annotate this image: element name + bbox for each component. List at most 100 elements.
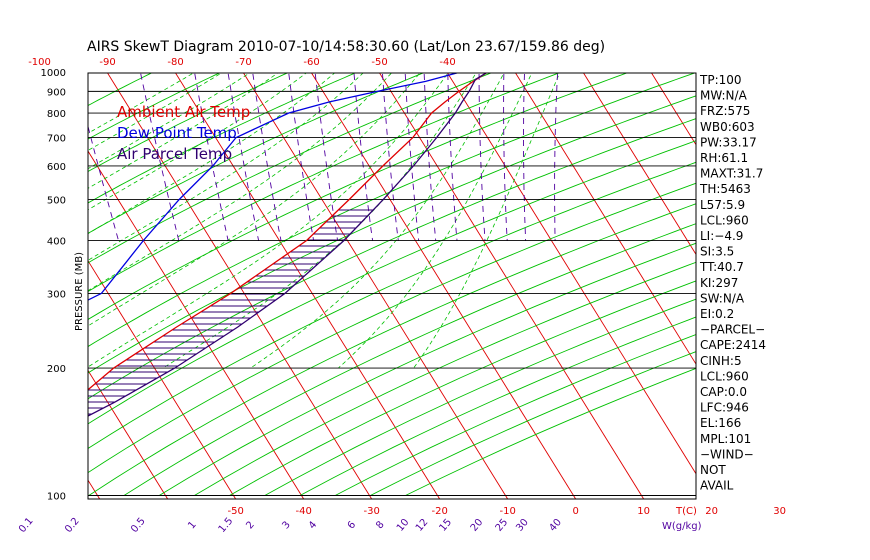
pressure-tick-label: 400 — [47, 237, 66, 248]
mixing-ratio-line — [503, 73, 508, 241]
plot-border — [87, 72, 697, 500]
bottom-temperature-tick-label: 10 — [637, 506, 650, 517]
mixing-ratio-line — [523, 73, 527, 241]
stability-index: −WIND− — [700, 447, 754, 461]
stability-index: TH:5463 — [699, 182, 751, 196]
bottom-temperature-tick-labels: -50 -40 -30 -20 -10 0 10 20 30 — [227, 506, 786, 517]
bottom-temperature-tick-label: 20 — [705, 506, 718, 517]
mixing-ratio-tick-label: 6 — [346, 519, 359, 531]
mixing-ratio-line — [382, 73, 399, 241]
bottom-temperature-tick-label: -20 — [431, 506, 447, 517]
mixing-ratio-tick-label: 2 — [244, 519, 257, 531]
stability-index: EI:0.2 — [700, 307, 734, 321]
stability-index: CAP:0.0 — [700, 385, 747, 399]
mixing-ratio-tick-label: 1 — [186, 519, 199, 531]
moist-adiabat-line — [88, 73, 421, 327]
mixing-ratio-line — [447, 73, 458, 241]
pressure-tick-label: 700 — [47, 134, 66, 145]
stability-index: LFC:946 — [700, 401, 749, 415]
bottom-temperature-tick-label: -10 — [499, 506, 515, 517]
mixing-ratio-line — [227, 73, 260, 241]
dry-adiabat-line — [88, 73, 696, 348]
mixing-ratio-tick-label: 30 — [514, 517, 531, 534]
top-temperature-tick-label: -60 — [303, 57, 319, 68]
stability-index: SI:3.5 — [700, 245, 734, 259]
legend-entry: Air Parcel Temp — [117, 145, 232, 163]
sounding-series — [88, 73, 488, 417]
mixing-ratio-line — [478, 73, 486, 241]
dry-adiabat-line — [88, 140, 696, 425]
mixing-ratio-tick-label: 15 — [438, 517, 455, 534]
pressure-tick-labels: 100 200 300 400 500 600 700 800 900 1000 — [41, 68, 66, 503]
moist-adiabat-line — [88, 73, 223, 151]
stability-index: EL:166 — [700, 416, 741, 430]
mixing-ratio-tick-label: 1.5 — [217, 516, 236, 535]
stability-index: MPL:101 — [700, 432, 751, 446]
top-temperature-tick-label: -100 — [28, 57, 51, 68]
stability-index: AVAIL — [700, 479, 734, 493]
stability-index: MW:N/A — [700, 89, 748, 103]
isotherm-line — [88, 259, 237, 499]
mixing-ratio-tick-label: 0.2 — [63, 516, 82, 535]
isotherm-lines — [88, 73, 696, 499]
dry-adiabat-line — [264, 298, 696, 496]
stability-index: LI:−4.9 — [700, 229, 743, 243]
mixing-ratio-lines — [88, 73, 559, 241]
bottom-temperature-tick-label: -30 — [363, 506, 379, 517]
dry-adiabat-line — [88, 95, 696, 374]
mixing-ratio-tick-label: 0.1 — [17, 516, 36, 535]
stability-index: TP:100 — [699, 73, 742, 87]
stability-index: SW:N/A — [700, 291, 745, 305]
mixing-ratio-line — [140, 73, 180, 241]
y-axis-label: PRESSURE (MB) — [74, 252, 85, 331]
stability-index: −PARCEL− — [700, 323, 765, 337]
moist-adiabat-line — [88, 73, 449, 368]
isotherm-line — [651, 73, 696, 146]
moist-adiabat-line — [88, 73, 364, 261]
stability-index: L57:5.9 — [700, 198, 745, 212]
mixing-ratio-line — [194, 73, 229, 241]
mixing-ratio-unit-label: W(g/kg) — [662, 521, 702, 532]
dry-adiabat-line — [88, 182, 696, 474]
moist-adiabat-line — [250, 73, 505, 369]
mixing-ratio-line — [252, 73, 282, 241]
mixing-ratio-line — [423, 73, 437, 241]
mixing-ratio-line — [554, 73, 559, 241]
mixing-ratio-line — [353, 73, 374, 241]
legend-entry: Ambient Air Temp — [117, 103, 250, 121]
dry-adiabat-line — [88, 203, 696, 496]
mixing-ratio-tick-label: 10 — [395, 517, 412, 534]
dry-adiabat-line — [194, 261, 696, 496]
chart-title: AIRS SkewT Diagram 2010-07-10/14:58:30.6… — [87, 39, 605, 55]
isotherm-line — [88, 369, 169, 499]
stability-index: CAPE:2414 — [700, 338, 766, 352]
mixing-ratio-tick-label: 8 — [374, 519, 387, 531]
isotherm-line — [311, 73, 577, 499]
stability-index: LCL:960 — [700, 213, 749, 227]
dry-adiabat-line — [0, 63, 103, 496]
stability-index: NOT — [700, 463, 726, 477]
isotherm-line — [515, 73, 696, 365]
top-temperature-tick-label: -90 — [99, 57, 115, 68]
dry-adiabat-line — [370, 351, 696, 496]
bottom-temperature-tick-label: -40 — [295, 506, 311, 517]
isotherm-line — [88, 150, 305, 499]
temperature-unit-label: T(C) — [675, 506, 697, 517]
moist-adiabat-line — [162, 73, 477, 369]
moist-adiabat-line — [88, 73, 195, 134]
stability-index: RH:61.1 — [700, 151, 748, 165]
dry-adiabat-line — [88, 73, 561, 293]
pressure-tick-label: 800 — [47, 109, 66, 120]
moist-adiabat-line — [88, 73, 251, 170]
dry-adiabat-line — [405, 367, 696, 496]
mixing-ratio-tick-label: 40 — [547, 517, 564, 534]
plot-frame — [87, 72, 697, 500]
air-parcel-temp-line — [88, 73, 488, 417]
isotherm-line — [175, 73, 441, 499]
isotherm-line — [583, 73, 696, 256]
pressure-tick-label: 200 — [47, 364, 66, 375]
top-temperature-tick-label: -70 — [235, 57, 251, 68]
top-temperature-tick-label: -50 — [371, 57, 387, 68]
